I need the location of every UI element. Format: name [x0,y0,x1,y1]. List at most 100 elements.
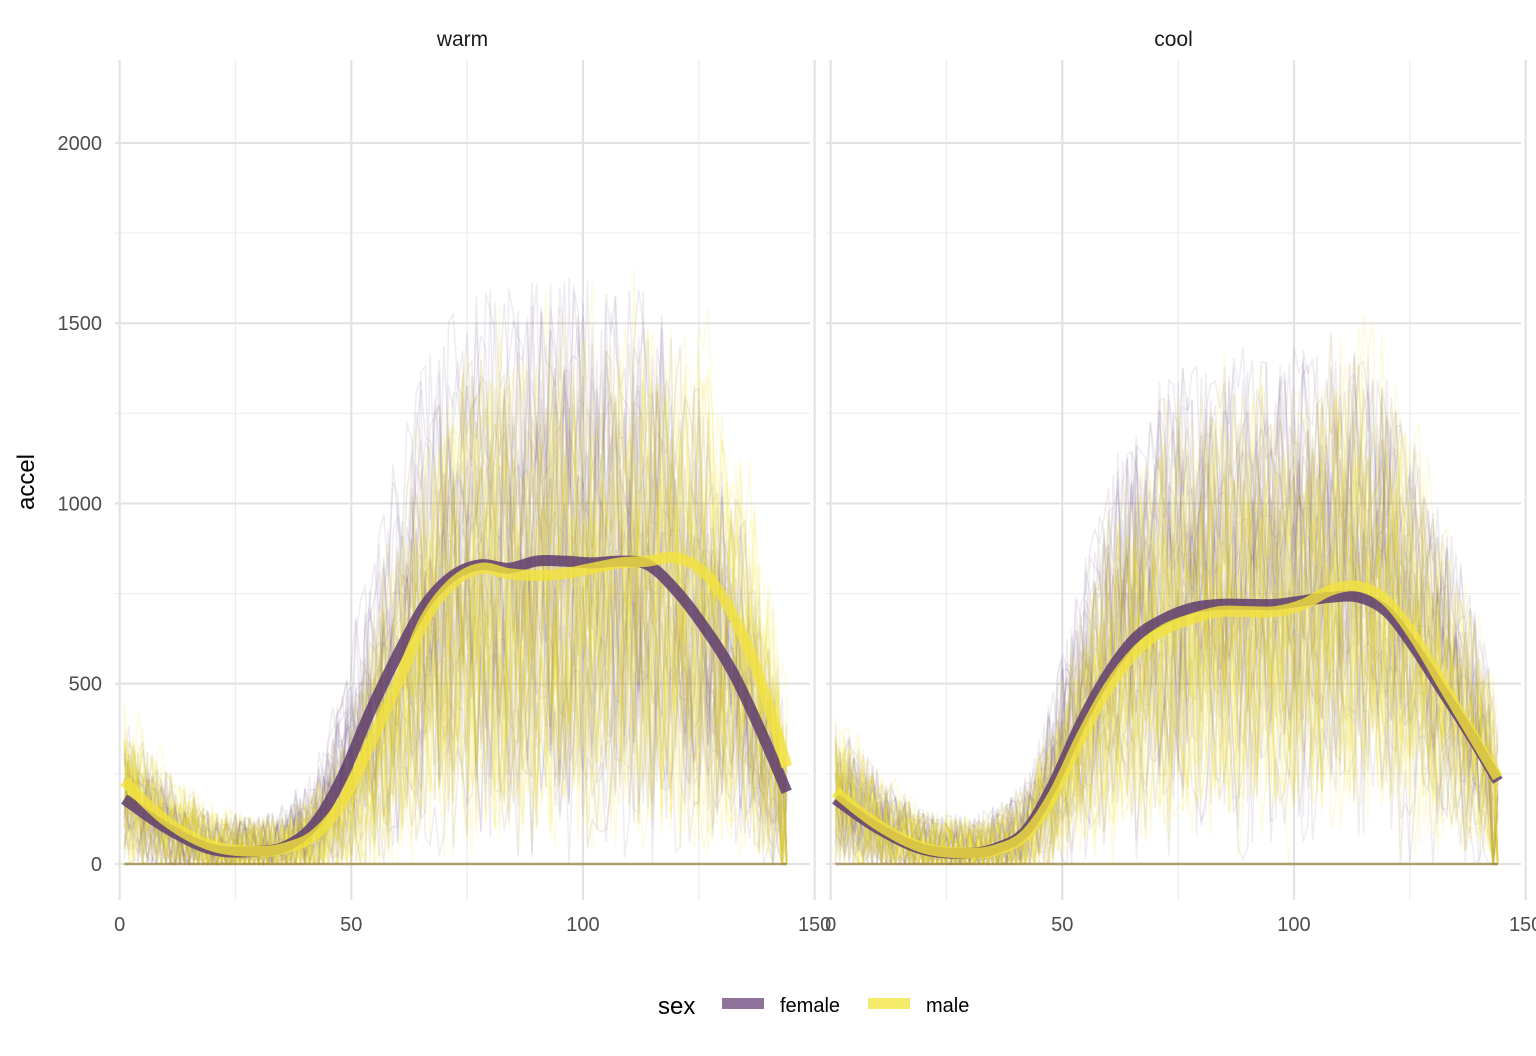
legend-label-female: female [780,995,840,1017]
x-tick-label: 150 [798,914,831,936]
raw-trace-female [123,389,788,865]
raw-trace-male [123,419,788,865]
raw-trace-female [123,283,788,867]
raw-trace-female [123,408,788,866]
x-tick-label: 50 [340,914,362,936]
raw-trace-male [123,549,788,867]
raw-trace-female [834,429,1498,866]
y-tick-label: 1500 [58,313,103,335]
raw-trace-female [834,541,1499,867]
raw-trace-female [834,349,1499,865]
raw-trace-female [834,456,1499,865]
raw-trace-male [123,439,788,865]
raw-trace-male [834,493,1499,868]
raw-trace-female [834,518,1499,865]
raw-trace-female [834,367,1499,866]
raw-traces [834,314,1499,868]
raw-trace-male [123,383,788,865]
raw-trace-female [834,570,1499,867]
raw-trace-male [834,454,1499,867]
raw-trace-male [123,569,788,867]
raw-trace-female [834,479,1499,868]
raw-trace-female [834,504,1499,866]
raw-trace-male [123,352,788,865]
raw-trace-female [834,355,1498,866]
raw-trace-male [123,457,788,865]
raw-trace-female [123,449,788,867]
raw-trace-male [835,539,1498,867]
raw-trace-male [834,461,1499,866]
raw-trace-male [834,549,1498,866]
raw-trace-female [834,468,1498,867]
raw-trace-female [123,465,788,866]
raw-trace-male [123,556,788,865]
legend-key-female [722,998,764,1009]
raw-trace-female [834,470,1499,867]
legend-label-male: male [926,995,969,1017]
raw-trace-female [124,593,788,867]
raw-trace-female [123,368,788,865]
raw-trace-male [123,547,788,867]
raw-trace-female [123,547,788,866]
panel-cool: cool 0 50 100 150 [825,28,1536,936]
raw-trace-female [123,555,788,868]
raw-trace-female [123,573,788,866]
raw-trace-female [834,544,1498,865]
raw-trace-female [123,446,787,866]
raw-trace-male [834,578,1499,867]
x-tick-label: 50 [1051,914,1073,936]
raw-trace-male [834,414,1499,868]
raw-trace-male [834,402,1499,867]
raw-trace-female [834,389,1499,866]
x-tick-label: 0 [825,914,836,936]
raw-trace-female [834,506,1498,866]
raw-trace-female [123,531,788,866]
raw-trace-female [123,305,788,866]
raw-trace-male [834,427,1499,865]
panel-warm: warm 0 50 100 150 [114,28,831,936]
facet-label: cool [1154,28,1193,51]
raw-trace-male [834,314,1499,865]
raw-trace-male [123,387,788,866]
raw-trace-male [123,565,787,866]
raw-trace-female [834,360,1499,868]
raw-trace-female [123,536,788,867]
raw-trace-male [834,357,1499,867]
y-axis-title: accel [13,454,40,510]
raw-trace-male [123,497,787,867]
raw-trace-male [123,480,787,866]
raw-trace-female [123,498,788,867]
raw-trace-male [123,394,788,866]
legend: sex female male [658,993,969,1020]
mean-curve-male [120,551,793,857]
raw-trace-male [834,325,1499,867]
mean-curve-male [831,580,1503,859]
legend-key-male [868,998,910,1009]
y-tick-label: 1000 [58,493,103,515]
raw-trace-male [834,529,1499,867]
y-tick-label: 500 [69,674,102,696]
raw-trace-male [123,497,788,868]
facet-label: warm [436,28,488,51]
raw-trace-male [123,381,788,866]
y-tick-label: 2000 [58,133,103,155]
legend-title: sex [658,993,695,1020]
raw-trace-female [123,553,788,867]
y-tick-label: 0 [91,854,102,876]
raw-trace-male [123,269,787,867]
raw-trace-female [123,277,788,867]
x-tick-label: 0 [114,914,125,936]
raw-trace-male [834,422,1499,867]
raw-trace-male [123,377,788,866]
raw-trace-female [834,384,1499,865]
raw-trace-male [123,586,788,865]
raw-trace-male [834,582,1499,867]
raw-trace-male [834,551,1498,867]
raw-trace-male [834,396,1498,867]
raw-trace-female [834,364,1499,866]
raw-trace-female [834,379,1499,867]
raw-trace-female [834,449,1499,866]
raw-trace-male [834,454,1499,866]
raw-trace-female [834,386,1499,867]
